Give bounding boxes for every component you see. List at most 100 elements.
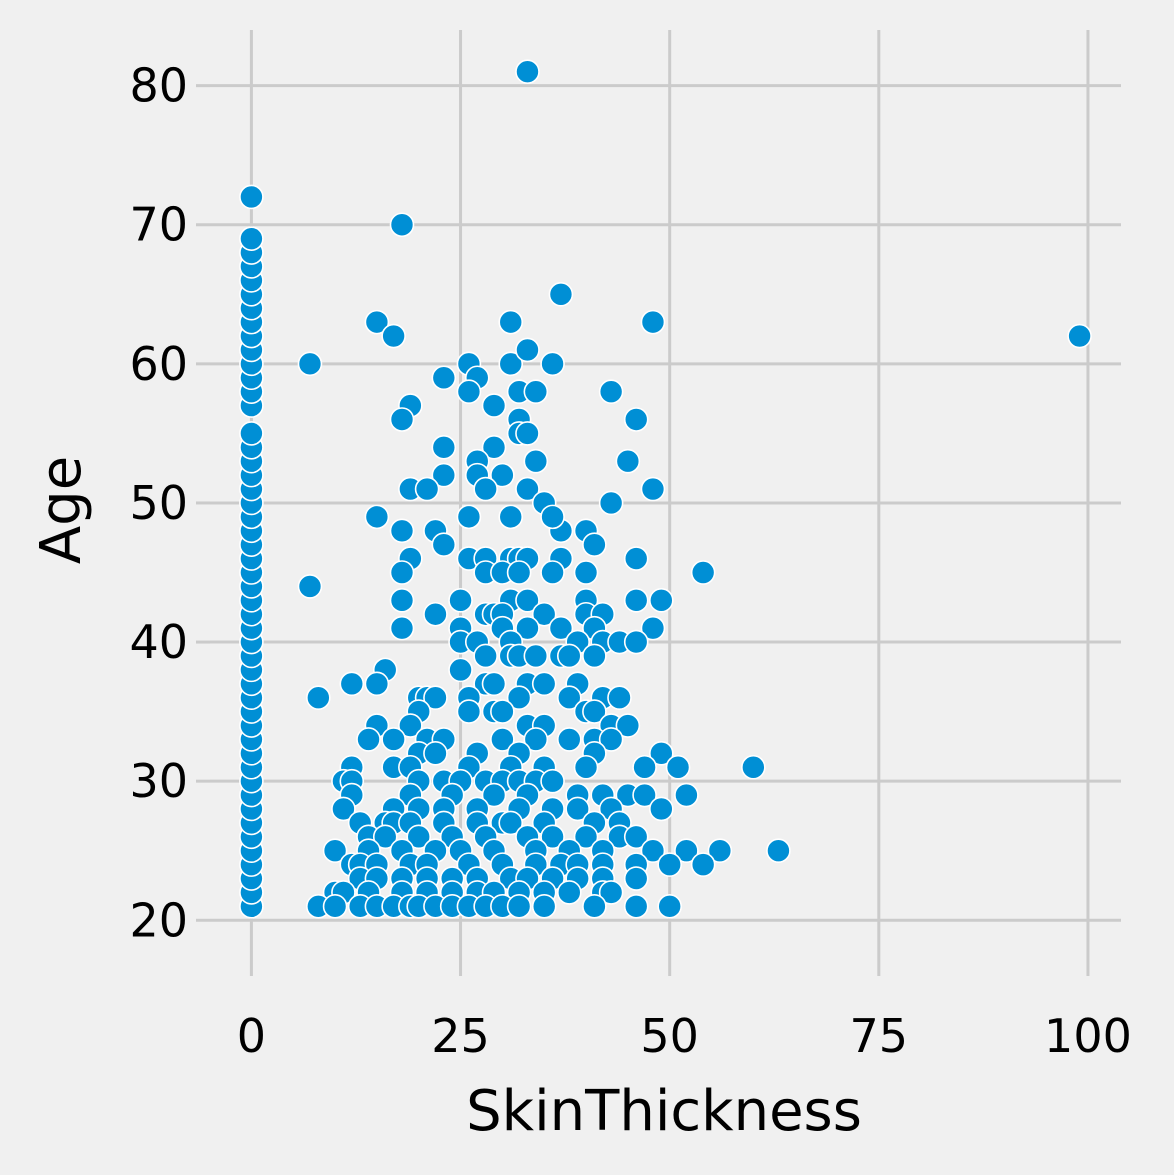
data-point <box>523 448 549 474</box>
data-point <box>456 699 482 724</box>
data-point <box>565 796 590 822</box>
data-point <box>389 212 415 238</box>
data-point <box>640 838 666 864</box>
data-point <box>389 615 415 641</box>
data-point <box>297 351 323 377</box>
data-point <box>506 560 532 585</box>
data-point <box>766 838 791 864</box>
data-point <box>356 727 381 752</box>
data-point <box>481 782 507 808</box>
data-point <box>623 629 649 655</box>
data-point <box>598 490 624 516</box>
data-point <box>456 379 482 404</box>
data-point <box>297 574 323 599</box>
data-point <box>322 838 348 864</box>
data-point <box>582 643 607 669</box>
data-point <box>649 796 674 822</box>
data-point <box>481 393 507 418</box>
x-tick-label: 100 <box>1044 1009 1132 1063</box>
data-point <box>515 476 540 502</box>
data-point <box>540 824 565 850</box>
data-point <box>364 671 390 697</box>
y-tick-label: 70 <box>129 198 188 252</box>
y-tick-label: 20 <box>129 893 188 947</box>
data-point <box>582 894 607 919</box>
data-point <box>490 727 515 752</box>
y-tick-label: 30 <box>129 754 188 808</box>
data-point <box>389 518 415 544</box>
data-point <box>398 713 423 738</box>
data-point <box>690 560 716 585</box>
data-point <box>515 588 540 613</box>
data-point <box>423 685 448 711</box>
data-point <box>473 643 498 669</box>
data-point <box>239 421 264 446</box>
data-point <box>598 727 624 752</box>
data-point <box>741 754 766 780</box>
data-point <box>582 699 607 724</box>
data-point <box>473 476 498 502</box>
data-points <box>239 59 1092 919</box>
ticks: 0 25 50 75 100 20 30 40 50 60 70 80 <box>129 59 1131 1063</box>
data-point <box>431 365 457 391</box>
data-point <box>690 852 716 877</box>
data-point <box>548 281 574 307</box>
data-point <box>498 504 524 530</box>
data-point <box>531 894 557 919</box>
x-tick-label: 75 <box>850 1009 909 1063</box>
data-point <box>423 601 448 627</box>
data-point <box>498 351 524 377</box>
data-point <box>573 560 599 585</box>
data-point <box>506 685 532 711</box>
data-point <box>364 504 390 530</box>
data-point <box>364 309 390 335</box>
data-point <box>414 476 440 502</box>
data-point <box>515 615 540 641</box>
data-point <box>573 824 599 850</box>
data-point <box>448 657 473 683</box>
data-point <box>615 448 641 474</box>
data-point <box>339 671 365 697</box>
data-point <box>498 309 524 335</box>
data-point <box>490 699 515 724</box>
data-point <box>531 671 557 697</box>
data-point <box>598 880 624 905</box>
data-point <box>406 824 432 850</box>
data-point <box>490 462 515 488</box>
data-point <box>389 407 415 432</box>
y-tick-label: 80 <box>129 59 188 113</box>
data-point <box>331 796 356 822</box>
data-point <box>556 643 582 669</box>
data-point <box>707 838 733 864</box>
data-point <box>431 462 457 488</box>
data-point <box>665 754 691 780</box>
data-point <box>515 59 540 85</box>
y-tick-label: 40 <box>129 615 188 669</box>
data-point <box>515 421 540 446</box>
x-tick-label: 0 <box>237 1009 266 1063</box>
data-point <box>381 727 406 752</box>
data-point <box>556 685 582 711</box>
x-tick-label: 25 <box>431 1009 490 1063</box>
data-point <box>506 894 532 919</box>
data-point <box>431 532 457 557</box>
data-point <box>640 309 666 335</box>
data-point <box>239 184 264 210</box>
data-point <box>657 852 682 877</box>
data-point <box>322 894 348 919</box>
data-point <box>623 588 649 613</box>
grid <box>210 30 1121 962</box>
data-point <box>556 880 582 905</box>
data-point <box>632 754 657 780</box>
data-point <box>389 560 415 585</box>
data-point <box>431 435 457 460</box>
data-point <box>481 671 507 697</box>
data-point <box>615 713 641 738</box>
data-point <box>1067 323 1092 349</box>
data-point <box>674 838 699 864</box>
data-point <box>456 504 482 530</box>
data-point <box>674 782 699 808</box>
data-point <box>623 866 649 891</box>
